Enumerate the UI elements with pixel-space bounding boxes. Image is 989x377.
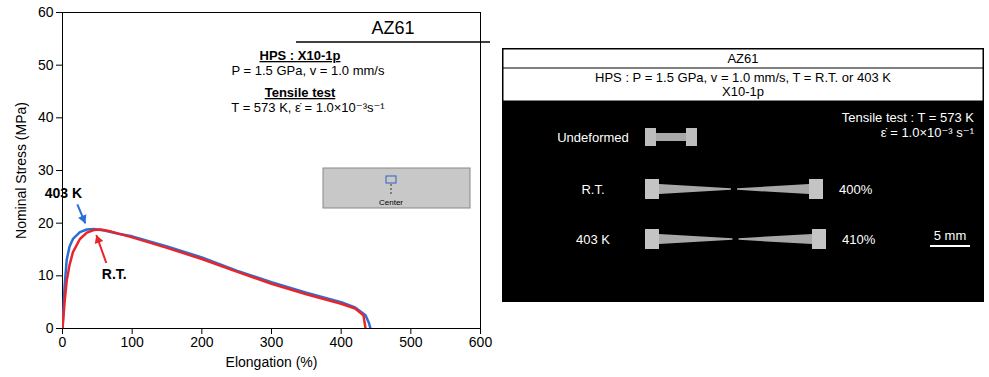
svg-text:500: 500	[399, 334, 423, 350]
svg-text:X10-1p: X10-1p	[722, 84, 764, 99]
svg-text:0: 0	[59, 334, 67, 350]
svg-text:400%: 400%	[839, 182, 873, 197]
svg-text:200: 200	[190, 334, 214, 350]
svg-text:R.T.: R.T.	[581, 182, 604, 197]
svg-text:T = 573 K, ε̇ = 1.0×10⁻³s⁻¹: T = 573 K, ε̇ = 1.0×10⁻³s⁻¹	[231, 100, 385, 115]
svg-text:0: 0	[46, 320, 54, 336]
svg-text:10: 10	[38, 267, 54, 283]
svg-text:403 K: 403 K	[576, 232, 610, 247]
svg-text:100: 100	[120, 334, 144, 350]
svg-text:20: 20	[38, 215, 54, 231]
svg-text:403 K: 403 K	[45, 185, 82, 201]
svg-text:50: 50	[38, 57, 54, 73]
svg-text:410%: 410%	[842, 232, 876, 247]
svg-text:Nominal Stress (MPa): Nominal Stress (MPa)	[13, 102, 29, 239]
svg-text:P = 1.5 GPa, v = 1.0 mm/s: P = 1.5 GPa, v = 1.0 mm/s	[232, 63, 385, 78]
svg-text:Center: Center	[379, 198, 403, 207]
svg-text:Tensile test : T = 573 K: Tensile test : T = 573 K	[842, 110, 974, 125]
svg-text:HPS : X10-1p: HPS : X10-1p	[260, 48, 341, 63]
svg-text:AZ61: AZ61	[727, 51, 758, 66]
svg-text:60: 60	[38, 4, 54, 20]
svg-text:AZ61: AZ61	[371, 18, 414, 38]
svg-text:400: 400	[329, 334, 353, 350]
svg-text:40: 40	[38, 109, 54, 125]
svg-text:300: 300	[260, 334, 284, 350]
svg-text:Tensile test: Tensile test	[265, 85, 336, 100]
svg-text:600: 600	[469, 334, 493, 350]
svg-text:R.T.: R.T.	[102, 266, 127, 282]
svg-text:Undeformed: Undeformed	[557, 130, 629, 145]
svg-text:ε̇ = 1.0×10⁻³ s⁻¹: ε̇ = 1.0×10⁻³ s⁻¹	[881, 125, 975, 140]
svg-text:HPS : P = 1.5 GPa, v = 1.0 mm/: HPS : P = 1.5 GPa, v = 1.0 mm/s, T = R.T…	[595, 70, 891, 85]
svg-text:Elongation (%): Elongation (%)	[226, 354, 318, 370]
svg-text:30: 30	[38, 162, 54, 178]
svg-text:5 mm: 5 mm	[934, 228, 967, 243]
